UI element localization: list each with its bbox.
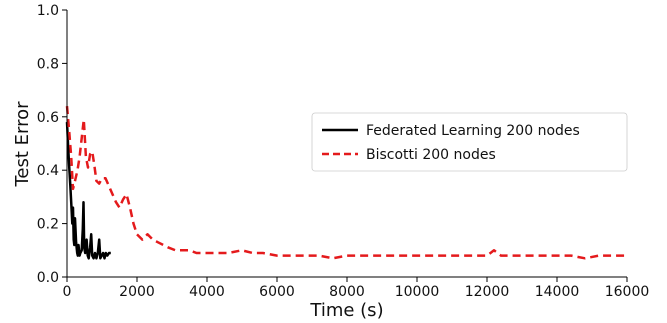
y-axis-label: Test Error	[12, 101, 33, 188]
legend-box	[311, 112, 628, 172]
x-tick-label: 4000	[189, 284, 225, 300]
x-tick-label: 6000	[259, 284, 295, 300]
legend-label-federated: Federated Learning 200 nodes	[366, 123, 580, 139]
x-tick-label: 16000	[605, 284, 650, 300]
series-line-biscotti	[65, 105, 627, 260]
x-axis-label: Time (s)	[309, 300, 383, 321]
x-tick-label: 8000	[329, 284, 365, 300]
x-tick-label: 12000	[465, 284, 510, 300]
y-tick-label: 0.6	[37, 110, 59, 126]
x-tick-label: 10000	[395, 284, 440, 300]
x-tick-label: 0	[63, 284, 72, 300]
x-tick-label: 14000	[535, 284, 580, 300]
legend-label-biscotti: Biscotti 200 nodes	[366, 147, 496, 163]
x-tick-label: 2000	[119, 284, 155, 300]
y-tick-label: 0.0	[37, 270, 59, 286]
y-tick-label: 0.4	[37, 163, 59, 179]
plot-area	[65, 105, 627, 260]
legend: Federated Learning 200 nodes Biscotti 20…	[311, 112, 628, 172]
y-tick-label: 0.2	[37, 217, 59, 233]
y-tick-label: 0.8	[37, 56, 59, 72]
series-line-federated-learning	[65, 122, 111, 260]
y-tick-label: 1.0	[37, 3, 59, 19]
ticks: 0 2000 4000 6000 8000 10000 12000 14000 16000 0.0…	[37, 3, 650, 300]
